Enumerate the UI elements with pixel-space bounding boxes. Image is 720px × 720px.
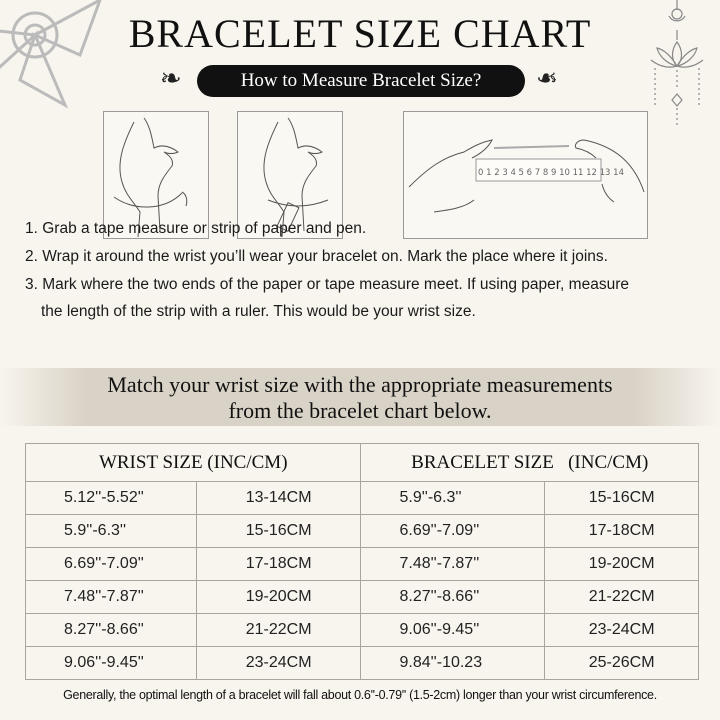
- illustration-wrist-paper: [237, 111, 343, 239]
- step-3: 3. Mark where the two ends of the paper …: [25, 276, 629, 293]
- subtitle-pill: How to Measure Bracelet Size?: [197, 65, 525, 97]
- bracelet-size-header: BRACELET SIZE (INC/CM): [360, 443, 699, 482]
- bracelet-inch: 5.9''-6.3'': [360, 481, 546, 515]
- bracelet-inch: 9.84''-10.23: [360, 646, 546, 680]
- bracelet-inch: 9.06''-9.45'': [360, 613, 546, 647]
- wrist-cm: 17-18CM: [195, 547, 362, 581]
- table-row: 5.12''-5.52'' 13-14CM 5.9''-6.3'' 15-16CM: [25, 481, 699, 515]
- right-swirl-ornament-icon: ❧: [536, 64, 558, 94]
- illustration-wrist-tape: [103, 111, 209, 239]
- hanging-lotus-ornament-icon: [650, 0, 704, 126]
- table-row: 5.9''-6.3'' 15-16CM 6.69''-7.09'' 17-18CM: [25, 514, 699, 548]
- hands-ruler-icon: 0 1 2 3 4 5 6 7 8 9 10 11 12 13 14: [408, 139, 645, 213]
- hand-wrist-paper-roll-icon: [263, 117, 329, 238]
- wrist-cm: 21-22CM: [195, 613, 362, 647]
- wrist-inch: 6.69''-7.09'': [25, 547, 197, 581]
- wrist-inch: 7.48''-7.87'': [25, 580, 197, 614]
- step-3-continued: the length of the strip with a ruler. Th…: [41, 303, 476, 320]
- bracelet-inch: 8.27''-8.66'': [360, 580, 546, 614]
- wrist-inch: 9.06''-9.45'': [25, 646, 197, 680]
- wrist-inch: 8.27''-8.66'': [25, 613, 197, 647]
- bracelet-cm: 19-20CM: [544, 547, 699, 581]
- ruler-numbers: 0 1 2 3 4 5 6 7 8 9 10 11 12 13 14: [478, 168, 624, 178]
- hand-wrist-tape-icon: [113, 117, 188, 238]
- instruction-banner: Match your wrist size with the appropria…: [0, 368, 720, 426]
- illustration-hands-ruler: 0 1 2 3 4 5 6 7 8 9 10 11 12 13 14: [403, 111, 648, 239]
- wrist-inch: 5.9''-6.3'': [25, 514, 197, 548]
- bracelet-cm: 17-18CM: [544, 514, 699, 548]
- page-title: BRACELET SIZE CHART: [128, 11, 592, 56]
- lotus-ornament-icon: [0, 0, 102, 109]
- wrist-cm: 19-20CM: [195, 580, 362, 614]
- bracelet-cm: 21-22CM: [544, 580, 699, 614]
- step-2: 2. Wrap it around the wrist you’ll wear …: [25, 248, 608, 265]
- wrist-cm: 13-14CM: [195, 481, 362, 515]
- table-row: 7.48''-7.87'' 19-20CM 8.27''-8.66'' 21-22CM: [25, 580, 699, 614]
- bracelet-cm: 25-26CM: [544, 646, 699, 680]
- wrist-cm: 23-24CM: [195, 646, 362, 680]
- left-swirl-ornament-icon: ❧: [160, 64, 182, 94]
- table-row: 8.27''-8.66'' 21-22CM 9.06''-9.45'' 23-24CM: [25, 613, 699, 647]
- banner-line-1: Match your wrist size with the appropria…: [107, 372, 613, 397]
- bracelet-cm: 23-24CM: [544, 613, 699, 647]
- table-header-row: WRIST SIZE (INC/CM) BRACELET SIZE (INC/C…: [24, 443, 699, 482]
- wrist-size-header: WRIST SIZE (INC/CM): [24, 443, 362, 482]
- banner-line-2: from the bracelet chart below.: [228, 398, 492, 423]
- table-row: 6.69''-7.09'' 17-18CM 7.48''-7.87'' 19-20CM: [25, 547, 699, 581]
- size-chart-table: WRIST SIZE (INC/CM) BRACELET SIZE (INC/C…: [24, 443, 699, 680]
- step-1: 1. Grab a tape measure or strip of paper…: [25, 220, 367, 237]
- bracelet-cm: 15-16CM: [544, 481, 699, 515]
- wrist-cm: 15-16CM: [195, 514, 362, 548]
- bracelet-inch: 6.69''-7.09'': [360, 514, 546, 548]
- table-row: 9.06''-9.45'' 23-24CM 9.84''-10.23 25-26CM: [25, 646, 699, 680]
- bracelet-inch: 7.48''-7.87'': [360, 547, 546, 581]
- wrist-inch: 5.12''-5.52'': [25, 481, 197, 515]
- footnote: Generally, the optimal length of a brace…: [63, 688, 657, 702]
